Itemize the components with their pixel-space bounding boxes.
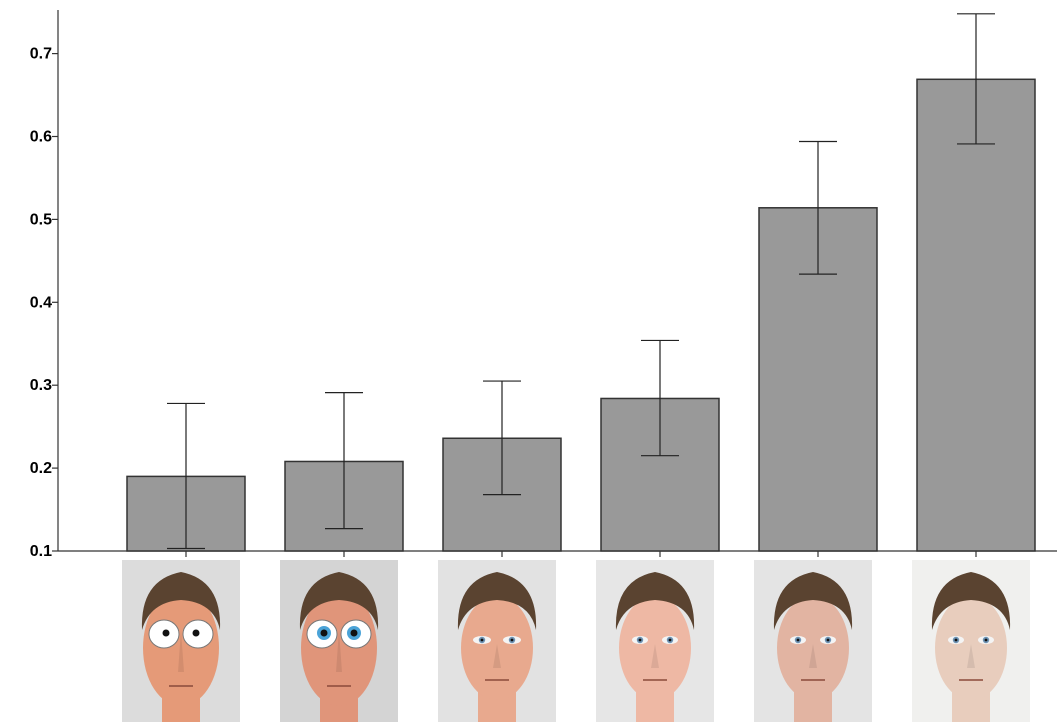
x-ticks <box>185 551 977 557</box>
cartoon-face-blue-eyes-icon <box>280 560 398 722</box>
error-bars <box>167 13 995 550</box>
y-tick-label: 0.5 <box>30 211 52 228</box>
photo-face-icon <box>912 560 1030 722</box>
y-tick-label: 0.7 <box>30 46 52 63</box>
bars <box>126 78 1036 552</box>
cartoon-face-icon <box>122 560 240 722</box>
x-tick-face-images <box>0 560 1062 722</box>
y-tick-label: 0.1 <box>30 543 52 560</box>
semi-realistic-face-icon <box>596 560 714 722</box>
y-tick-label: 0.3 <box>30 377 52 394</box>
y-tick-label: 0.6 <box>30 129 52 146</box>
y-tick-label: 0.2 <box>30 460 52 477</box>
stylized-face-icon <box>438 560 556 722</box>
near-photo-face-icon <box>754 560 872 722</box>
bar-chart: 0.1 0.2 0.3 0.4 0.5 0.6 0.7 <box>30 10 1057 560</box>
bar <box>916 78 1036 552</box>
y-tick-label: 0.4 <box>30 294 52 311</box>
